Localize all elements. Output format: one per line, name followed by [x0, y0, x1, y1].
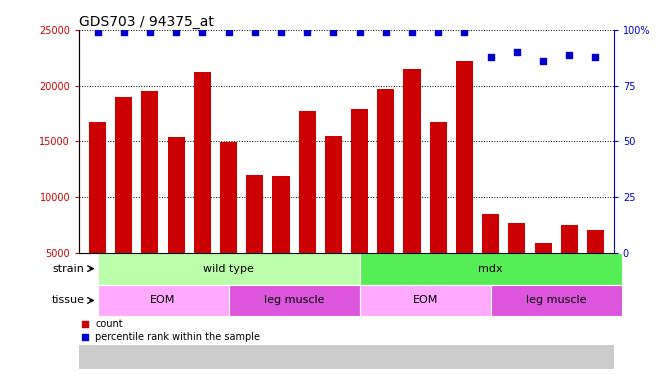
Bar [351, 109, 368, 308]
Bar [456, 61, 473, 308]
Point [197, 29, 208, 35]
Point [381, 29, 391, 35]
Point [119, 29, 129, 35]
Bar [299, 111, 315, 308]
Text: count: count [95, 320, 123, 329]
Text: tissue: tissue [51, 296, 84, 306]
Point [459, 29, 470, 35]
Point [590, 54, 601, 60]
Point [302, 29, 312, 35]
Bar [273, 176, 290, 308]
Bar [508, 223, 525, 308]
Point [433, 29, 444, 35]
Bar [325, 136, 342, 308]
Point [390, 140, 401, 146]
Point [328, 29, 339, 35]
Point [92, 29, 103, 35]
Text: EOM: EOM [412, 296, 438, 306]
Bar [168, 137, 185, 308]
Point [276, 29, 286, 35]
Bar [194, 72, 211, 308]
Bar [220, 142, 237, 308]
Bar [360, 285, 490, 316]
Text: EOM: EOM [150, 296, 176, 306]
Bar [98, 285, 228, 316]
Point [249, 29, 260, 35]
Bar [98, 253, 360, 285]
Point [407, 29, 417, 35]
Text: strain: strain [53, 264, 84, 274]
Bar [430, 122, 447, 308]
Bar [490, 285, 622, 316]
Bar [115, 97, 132, 308]
Point [223, 29, 234, 35]
Point [390, 255, 401, 261]
Bar [89, 122, 106, 308]
Bar [228, 285, 360, 316]
Point [171, 29, 182, 35]
Point [485, 54, 496, 60]
Bar [403, 69, 420, 308]
Bar [561, 225, 578, 308]
Point [538, 58, 548, 64]
Bar [246, 175, 263, 308]
Bar [482, 214, 499, 308]
Bar [587, 231, 604, 308]
Point [512, 49, 522, 55]
Text: wild type: wild type [203, 264, 254, 274]
Point [354, 29, 365, 35]
Point [564, 51, 575, 57]
Text: GDS703 / 94375_at: GDS703 / 94375_at [79, 15, 214, 29]
Text: percentile rank within the sample: percentile rank within the sample [95, 332, 260, 342]
Text: mdx: mdx [478, 264, 503, 274]
Bar [360, 253, 622, 285]
Bar [141, 91, 158, 308]
Point [145, 29, 155, 35]
Text: leg muscle: leg muscle [526, 296, 586, 306]
Bar [535, 243, 552, 308]
Bar [378, 89, 394, 308]
Text: leg muscle: leg muscle [264, 296, 324, 306]
